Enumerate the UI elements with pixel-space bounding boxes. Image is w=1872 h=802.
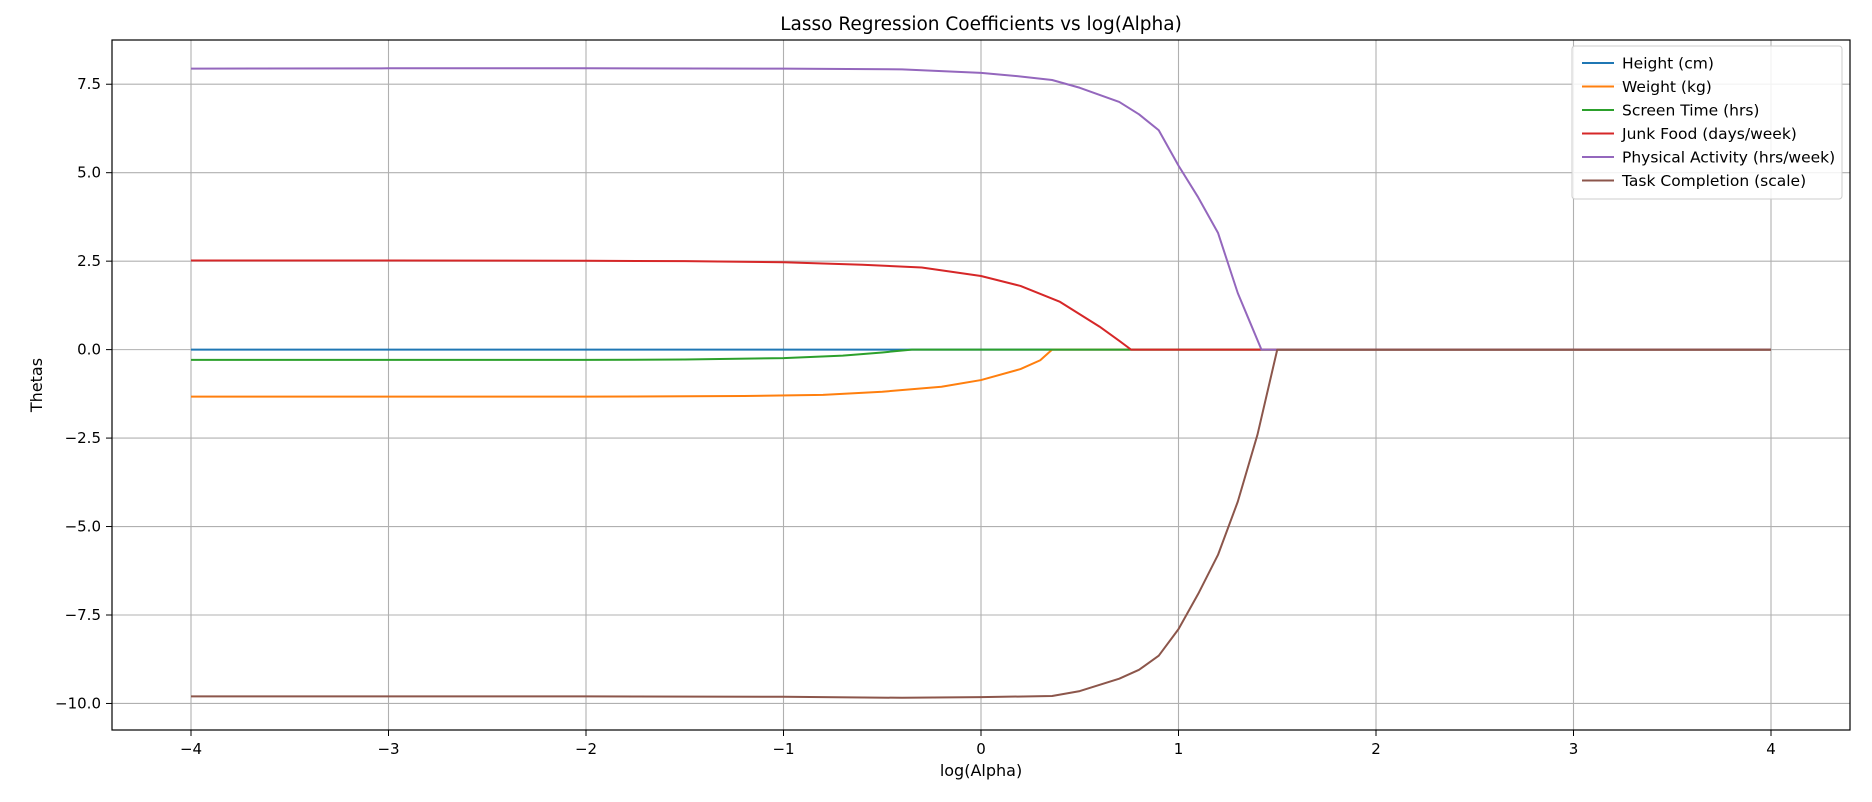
legend-label: Junk Food (days/week) (1621, 125, 1797, 143)
x-tick-label: −3 (377, 740, 399, 758)
chart-title: Lasso Regression Coefficients vs log(Alp… (780, 14, 1182, 35)
legend-label: Height (cm) (1622, 55, 1714, 73)
x-tick-label: 2 (1371, 740, 1381, 758)
legend-label: Physical Activity (hrs/week) (1622, 149, 1835, 167)
y-axis-label: Thetas (27, 358, 46, 413)
x-tick-label: 0 (976, 740, 986, 758)
x-axis-label: log(Alpha) (940, 761, 1022, 780)
y-tick-label: −10.0 (55, 694, 101, 712)
series-line-physical-activity-hrs-week (190, 67, 1771, 351)
y-tick-label: 5.0 (77, 164, 101, 182)
y-tick-label: −7.5 (65, 606, 101, 624)
y-tick-label: 0.0 (77, 341, 101, 359)
y-tick-label: −5.0 (65, 518, 101, 536)
legend-label: Task Completion (scale) (1621, 172, 1806, 190)
legend: Height (cm) Weight (kg) Screen Time (hrs) J… (1571, 45, 1843, 200)
axis-ticks: −4 −3 −2 −1 0 1 2 3 4 7.5 5.0 2.5 0.0 −2.5 −5.0 −7.5 −10… (55, 75, 1776, 758)
series-line-screen-time-hrs (191, 348, 1771, 361)
y-tick-label: 7.5 (77, 75, 101, 93)
x-tick-label: −4 (180, 740, 202, 758)
legend-box (1571, 45, 1843, 200)
legend-label: Screen Time (hrs) (1622, 102, 1759, 120)
y-tick-label: −2.5 (65, 429, 101, 447)
x-tick-label: 4 (1766, 740, 1776, 758)
x-tick-label: 1 (1174, 740, 1184, 758)
series-line-task-completion-scale (191, 348, 1771, 699)
series-line-junk-food-days-week (191, 259, 1771, 351)
x-tick-label: −1 (772, 740, 794, 758)
x-tick-label: 3 (1569, 740, 1579, 758)
x-tick-label: −2 (575, 740, 597, 758)
series-line-weight-kg (191, 348, 1771, 398)
plot-lines (190, 67, 1771, 699)
y-tick-label: 2.5 (77, 252, 101, 270)
legend-label: Weight (kg) (1622, 78, 1712, 96)
